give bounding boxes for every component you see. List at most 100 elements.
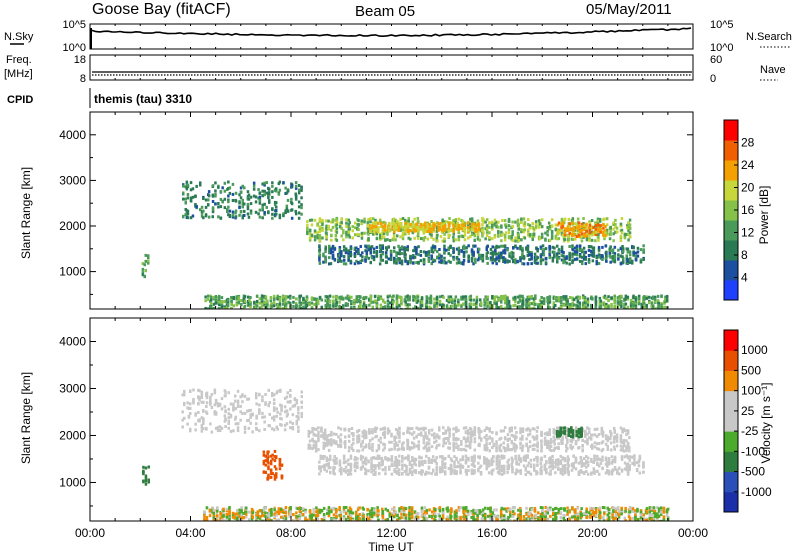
velocity-echo-pixel: [396, 431, 400, 435]
velocity-echo-pixel: [194, 428, 197, 432]
power-echo-pixel: [346, 297, 349, 301]
power-echo-pixel: [278, 299, 282, 303]
power-echo-pixel: [428, 223, 431, 226]
power-echo-pixel: [186, 183, 190, 187]
power-echo-pixel: [457, 249, 461, 253]
power-echo-pixel: [417, 260, 420, 264]
power-echo-pixel: [574, 222, 577, 226]
power-echo-pixel: [359, 245, 362, 248]
power-echo-pixel: [572, 226, 575, 229]
power-echo-pixel: [300, 212, 303, 216]
power-echo-pixel: [613, 299, 616, 302]
power-echo-pixel: [449, 307, 453, 309]
velocity-echo-pixel: [427, 448, 431, 452]
velocity-echo-pixel: [612, 426, 616, 430]
velocity-echo-pixel: [297, 429, 300, 433]
power-echo-pixel: [521, 252, 524, 256]
power-echo-pixel: [571, 246, 574, 250]
velocity-echo-pixel: [255, 393, 258, 397]
velocity-echo-pixel: [258, 411, 261, 415]
power-echo-pixel: [536, 247, 539, 251]
power-echo-pixel: [302, 301, 305, 305]
power-echo-pixel: [433, 304, 436, 308]
power-echo-pixel: [464, 304, 468, 307]
power-echo-pixel: [235, 302, 239, 306]
velocity-echo-pixel: [356, 440, 359, 444]
power-echo-pixel: [369, 220, 372, 224]
power-echo-pixel: [436, 239, 439, 243]
power-echo-pixel: [556, 257, 559, 261]
power-echo-pixel: [461, 219, 465, 223]
velocity-echo-pixel: [279, 389, 282, 393]
power-echo-pixel: [611, 259, 615, 262]
power-echo-pixel: [611, 248, 615, 252]
power-echo-pixel: [553, 253, 556, 257]
velocity-echo-pixel: [338, 469, 342, 473]
power-echo-pixel: [628, 250, 632, 254]
velocity-echo-pixel: [433, 432, 436, 436]
power-echo-pixel: [597, 246, 601, 249]
power-echo-pixel: [284, 303, 288, 307]
velocity-echo-pixel: [452, 445, 455, 449]
power-echo-pixel: [361, 255, 364, 259]
power-echo-pixel: [528, 226, 532, 230]
power-echo-pixel: [462, 247, 466, 250]
power-echo-pixel: [585, 229, 588, 233]
power-echo-pixel: [324, 295, 327, 299]
power-echo-pixel: [491, 250, 494, 254]
power-echo-pixel: [443, 244, 446, 248]
power-echo-pixel: [551, 245, 555, 249]
velocity-echo-pixel: [333, 472, 336, 476]
power-echo-pixel: [469, 298, 473, 302]
velocity-echo-pixel: [291, 422, 295, 425]
power-echo-pixel: [587, 260, 591, 264]
velocity-echo-pixel: [480, 438, 483, 442]
power-echo-pixel: [571, 244, 574, 248]
power-echo-pixel: [338, 253, 342, 257]
power-echo-pixel: [463, 230, 467, 234]
velocity-echo-pixel: [181, 393, 184, 397]
power-echo-pixel: [272, 304, 276, 308]
velocity-echo-pixel: [202, 409, 205, 412]
velocity-echo-pixel: [375, 449, 379, 453]
power-echo-pixel: [517, 305, 520, 309]
power-echo-pixel: [469, 294, 473, 298]
power-echo-pixel: [539, 262, 543, 266]
power-echo-pixel: [460, 227, 463, 230]
velocity-echo-pixel: [227, 407, 230, 411]
power-echo-pixel: [610, 303, 613, 306]
power-echo-pixel: [212, 295, 216, 299]
velocity-echo-pixel: [354, 462, 357, 465]
power-echo-pixel: [214, 194, 217, 198]
velocity-echo-pixel: [368, 430, 372, 434]
power-echo-pixel: [493, 300, 496, 304]
power-echo-pixel: [425, 253, 428, 257]
power-echo-pixel: [516, 246, 519, 250]
velocity-echo-pixel: [383, 433, 386, 437]
velocity-echo-pixel: [401, 447, 404, 451]
velocity-echo-pixel: [272, 409, 276, 412]
velocity-echo-pixel: [438, 443, 441, 447]
power-echo-pixel: [599, 304, 603, 308]
velocity-echo-pixel: [469, 437, 473, 440]
power-echo-pixel: [511, 230, 514, 234]
power-echo-pixel: [457, 261, 461, 265]
power-echo-pixel: [521, 249, 524, 253]
velocity-echo-pixel: [427, 431, 431, 435]
cpid-label: CPID: [7, 94, 33, 106]
power-echo-pixel: [278, 213, 282, 217]
power-echo-pixel: [443, 247, 446, 251]
power-echo-pixel: [393, 261, 396, 265]
power-echo-pixel: [400, 246, 404, 250]
velocity-echo-pixel: [561, 438, 564, 442]
power-echo-pixel: [332, 304, 335, 308]
velocity-echo-pixel: [473, 437, 477, 441]
power-echo-pixel: [491, 237, 494, 241]
velocity-echo-pixel: [205, 394, 209, 398]
velocity-echo-pixel: [531, 448, 535, 451]
power-echo-pixel: [417, 226, 420, 229]
velocity-echo-pixel: [234, 422, 238, 426]
power-echo-pixel: [338, 256, 342, 260]
power-echo-pixel: [327, 224, 330, 228]
velocity-echo-pixel: [566, 441, 569, 444]
